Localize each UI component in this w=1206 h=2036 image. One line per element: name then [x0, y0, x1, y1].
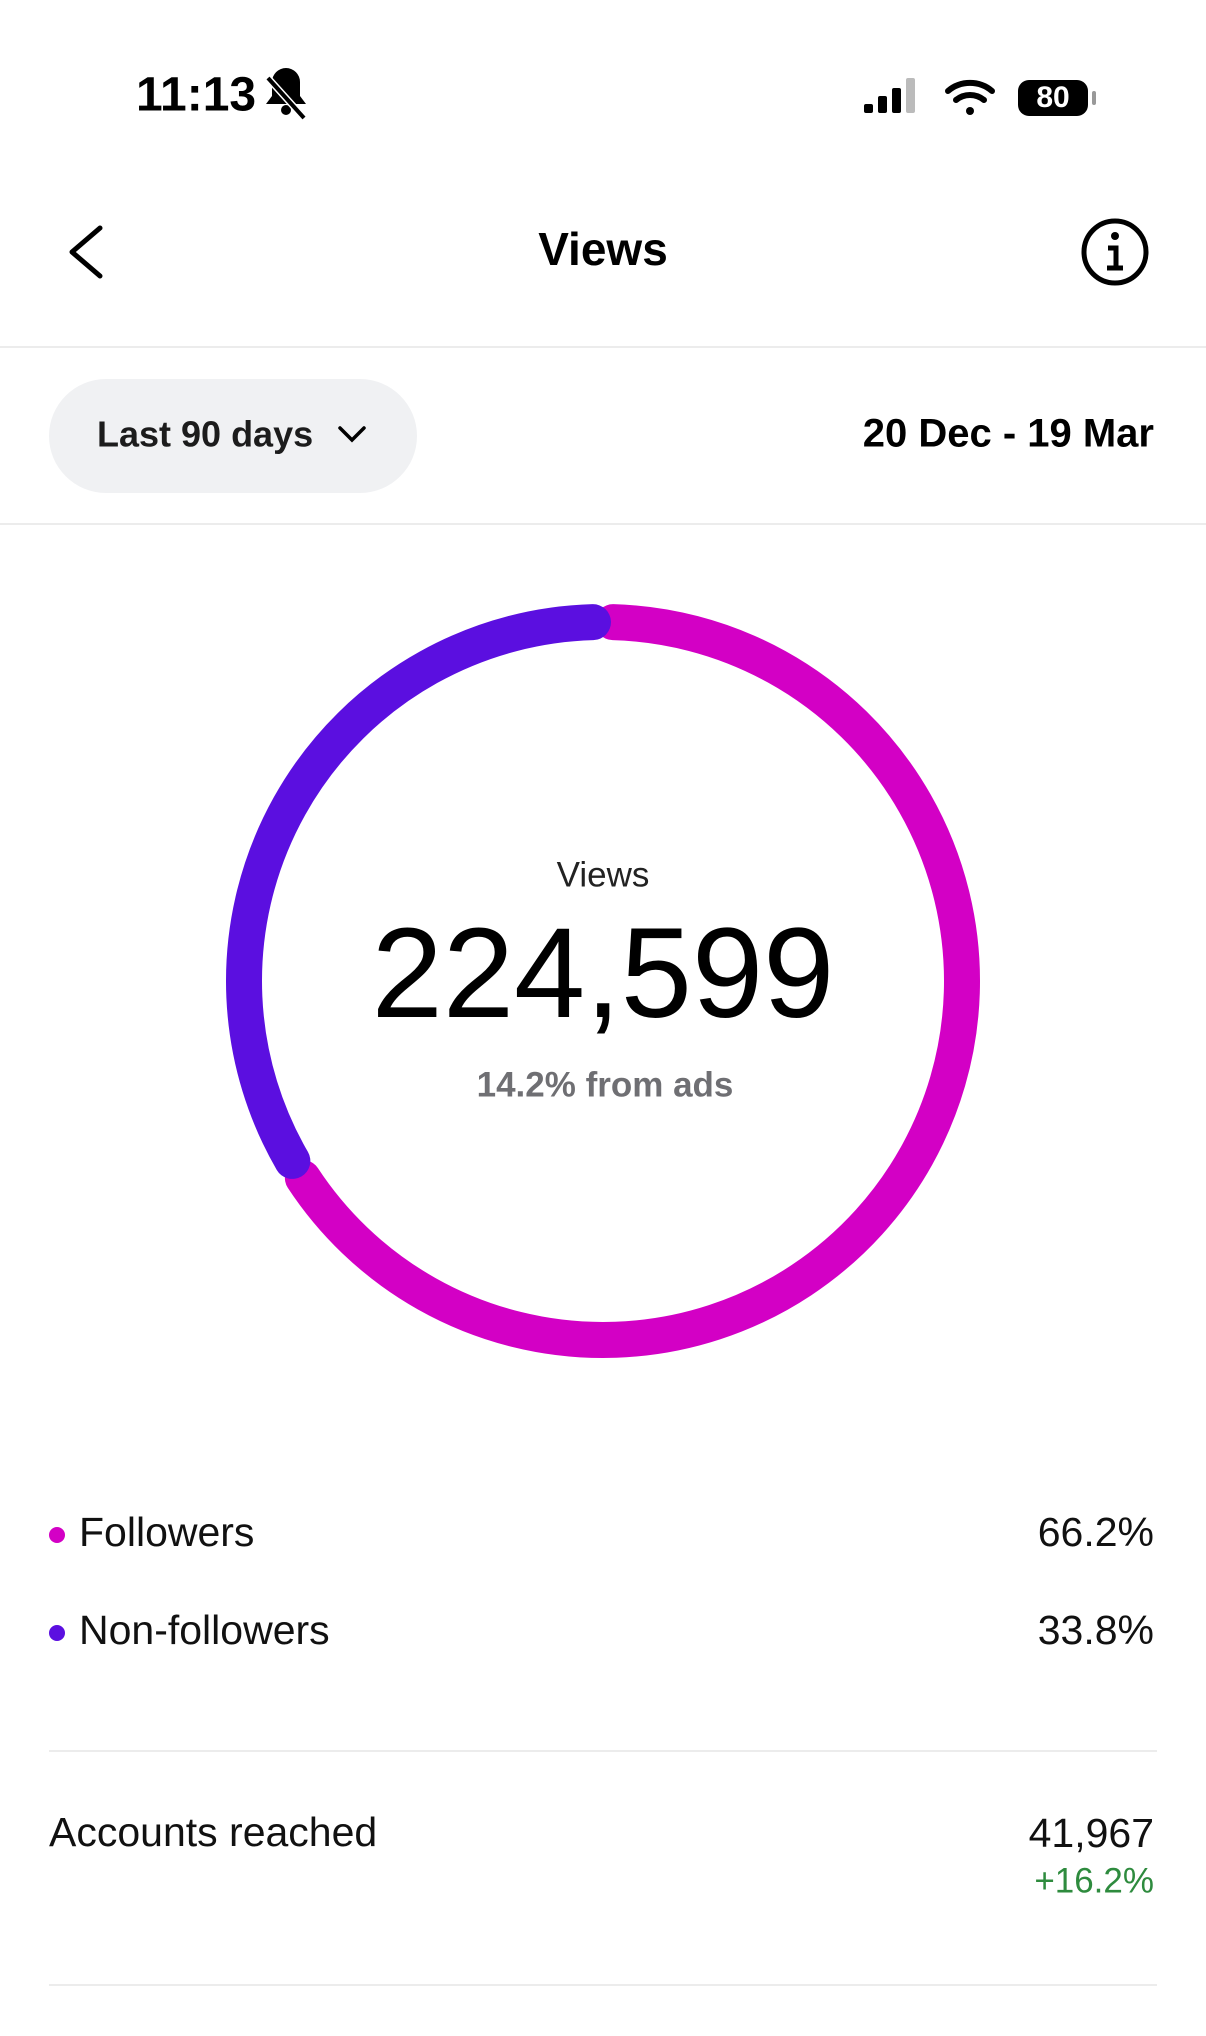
mute-icon [265, 68, 307, 121]
back-button[interactable] [69, 225, 103, 279]
legend-dot [49, 1625, 65, 1641]
range-label: Last 90 days [97, 414, 313, 455]
donut-title: Views [557, 855, 650, 894]
donut-subtitle: 14.2% from ads [477, 1065, 734, 1104]
battery [1018, 80, 1088, 116]
legend-label: Followers [79, 1509, 254, 1555]
range-pill[interactable] [49, 379, 417, 493]
battery-tip [1092, 91, 1096, 105]
legend-dot [49, 1527, 65, 1543]
range-chevron [338, 426, 366, 443]
accounts-reached-value: 41,967 [1029, 1810, 1154, 1856]
legend-label: Non-followers [79, 1607, 330, 1653]
header-title: Views [538, 223, 668, 275]
info-button[interactable] [1081, 218, 1149, 286]
date-range: 20 Dec - 19 Mar [863, 412, 1154, 456]
accounts-reached-label: Accounts reached [49, 1809, 377, 1855]
signal-icon [864, 78, 915, 113]
donut-segment [284, 604, 980, 1358]
donut-segment [226, 604, 611, 1179]
legend-value: 33.8% [1038, 1607, 1154, 1653]
accounts-reached-change: +16.2% [1034, 1861, 1154, 1900]
status-time: 11:13 [136, 69, 256, 122]
battery-level: 80 [1036, 81, 1069, 114]
wifi-icon [945, 79, 995, 115]
legend-value: 66.2% [1038, 1509, 1154, 1555]
donut-total: 224,599 [372, 902, 835, 1045]
